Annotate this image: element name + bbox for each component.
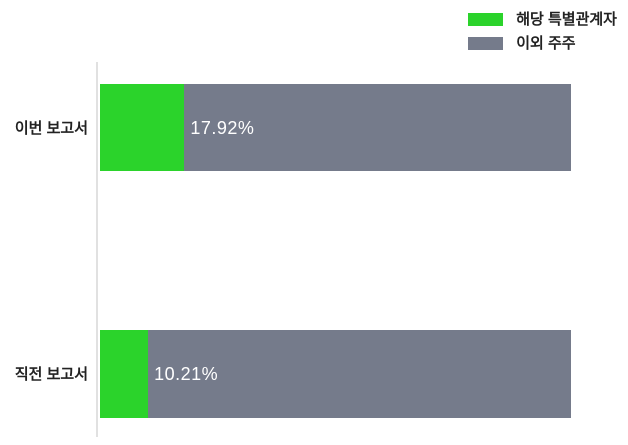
legend-item-other-shareholders: 이외 주주	[468, 36, 617, 51]
category-label-current-report: 이번 보고서	[14, 120, 88, 137]
legend-label-special-related: 해당 특별관계자	[516, 11, 617, 28]
bar-row-previous-report: 10.21%	[100, 330, 571, 418]
y-axis-line	[96, 62, 98, 437]
legend-swatch-other-shareholders-icon	[468, 37, 504, 50]
legend-swatch-special-related-icon	[468, 13, 504, 26]
bar-value-label-previous: 10.21%	[154, 364, 219, 384]
category-label-previous-report: 직전 보고서	[14, 366, 88, 383]
bar-segment-special-related-current	[100, 84, 185, 171]
legend-item-special-related: 해당 특별관계자	[468, 12, 617, 27]
bar-segment-others-previous: 10.21%	[148, 330, 571, 418]
legend: 해당 특별관계자 이외 주주	[468, 12, 617, 51]
legend-label-other-shareholders: 이외 주주	[516, 35, 576, 52]
bar-segment-others-current: 17.92%	[184, 84, 571, 171]
bar-segment-special-related-previous	[100, 330, 149, 418]
bar-row-current-report: 17.92%	[100, 84, 571, 171]
bar-value-label-current: 17.92%	[190, 117, 255, 138]
